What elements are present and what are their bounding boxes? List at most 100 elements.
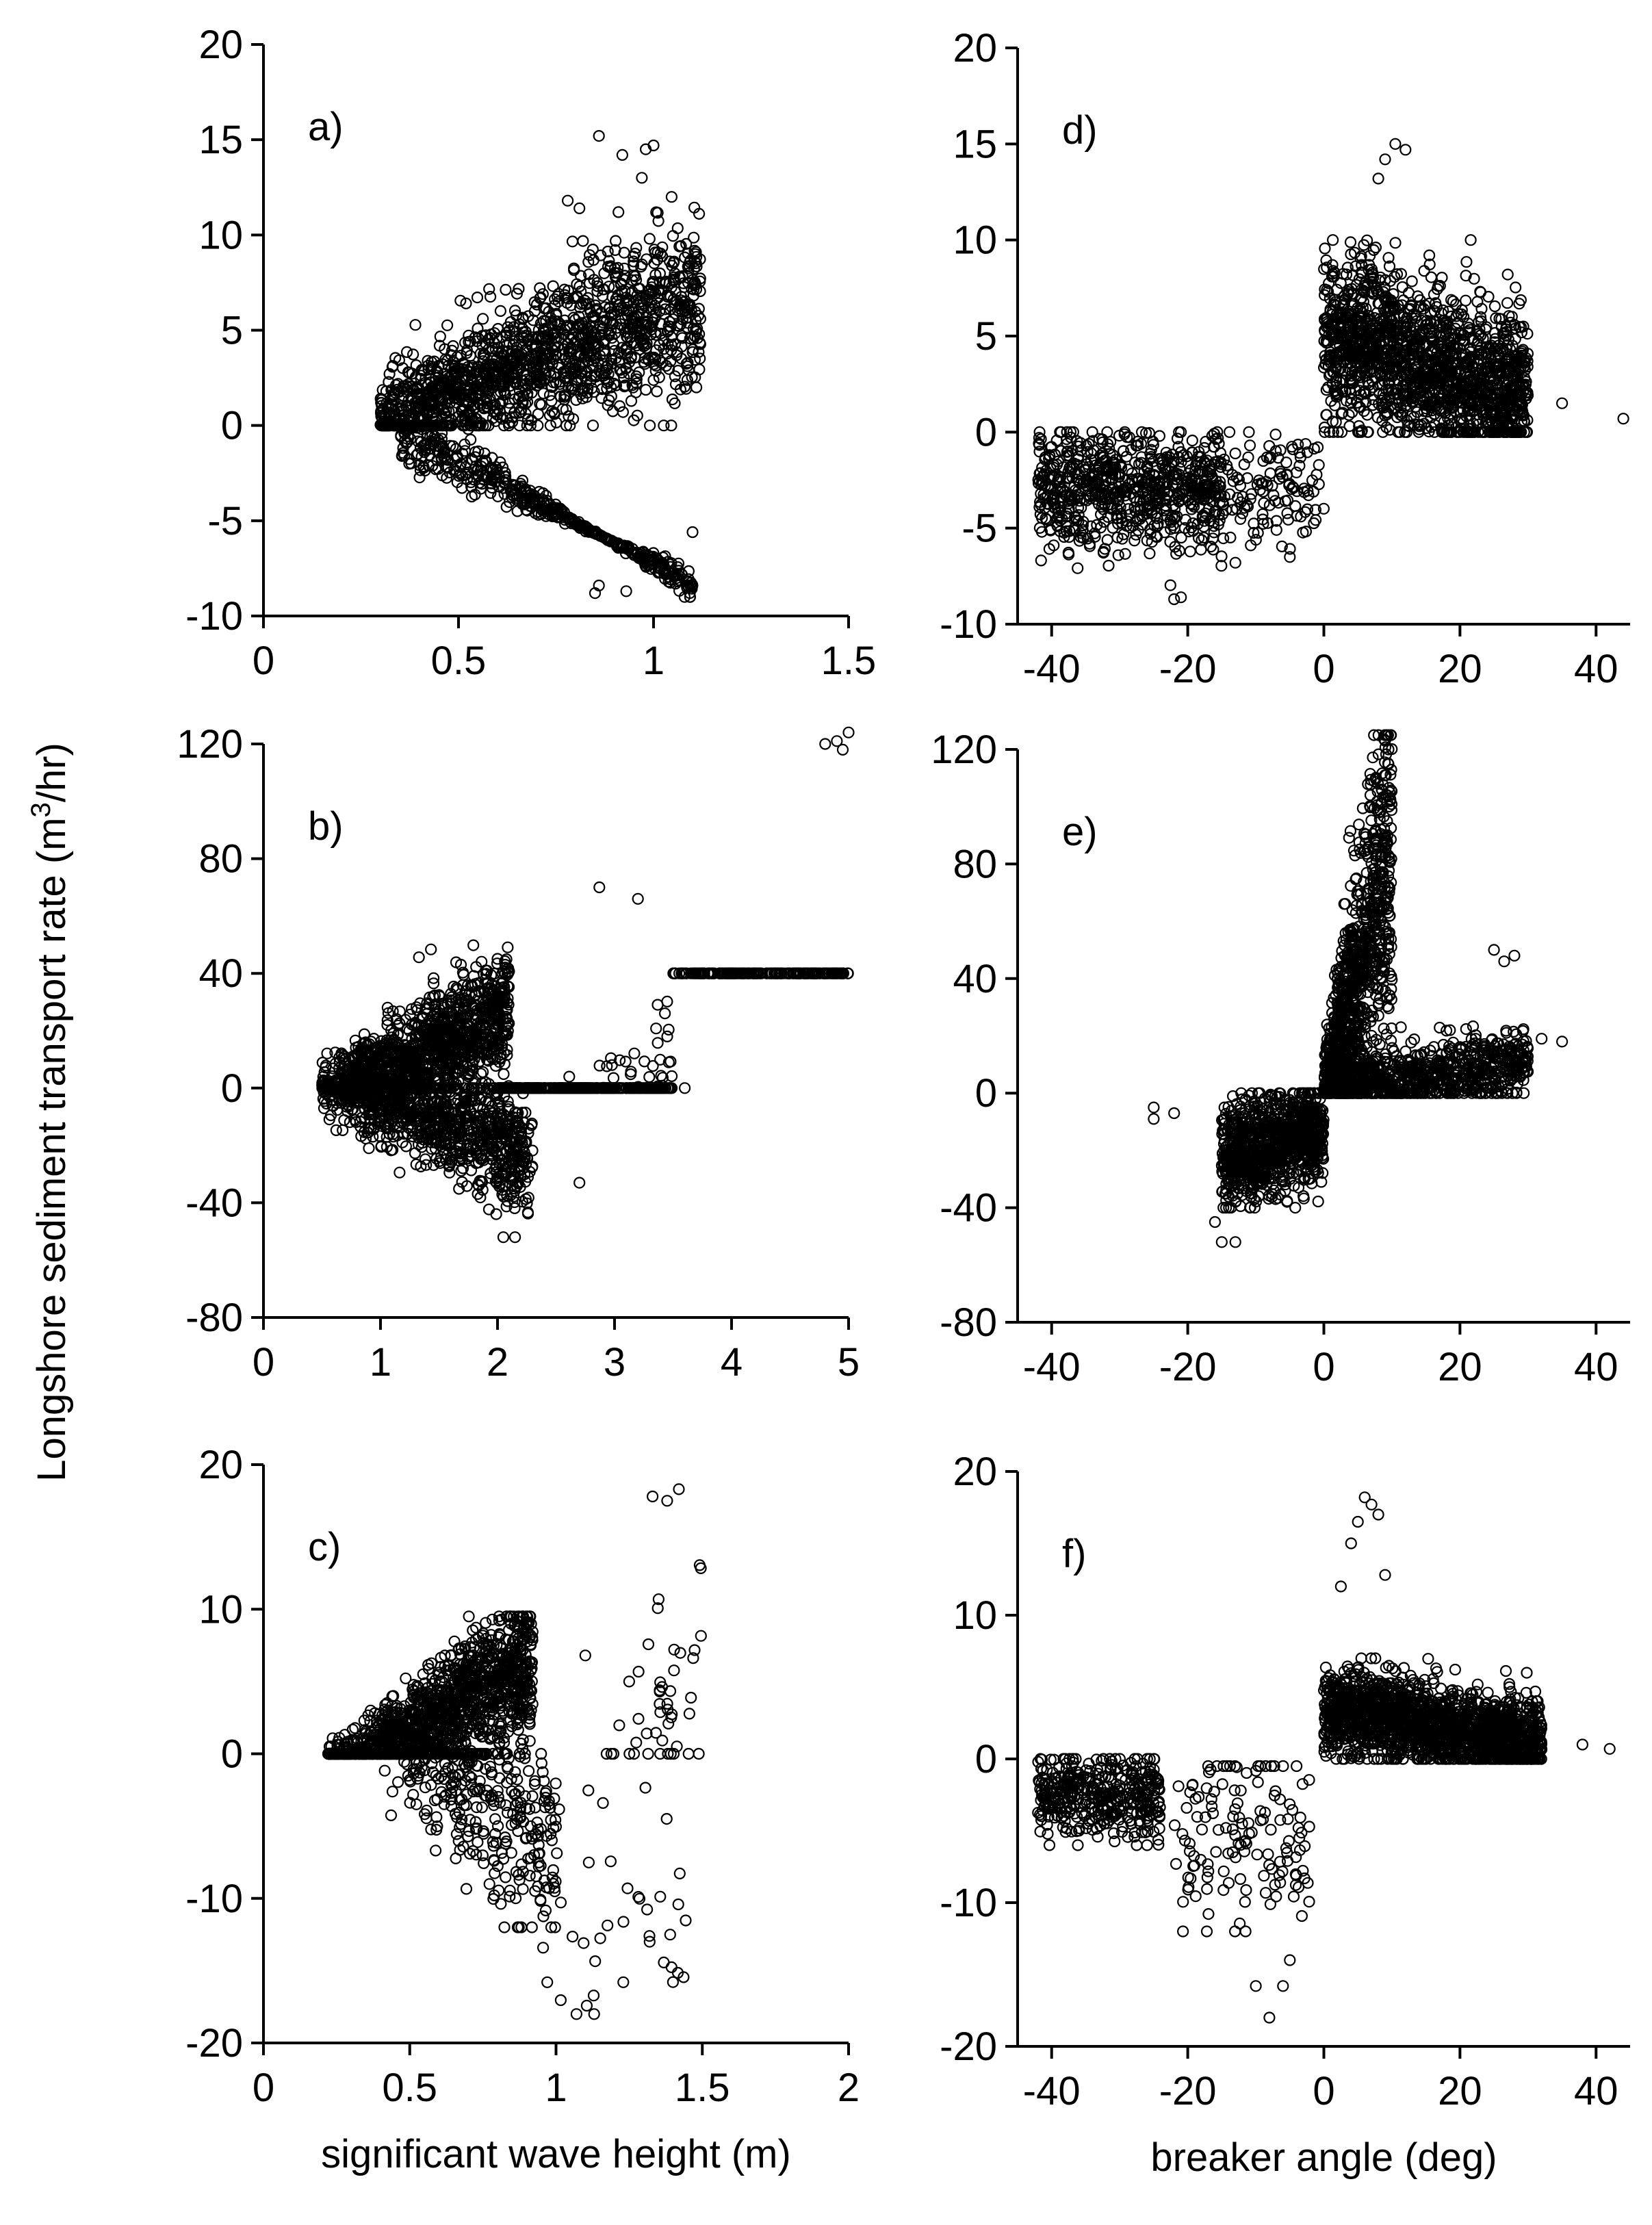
y-tick-label: 0 [221, 1066, 243, 1111]
data-point [441, 319, 454, 331]
data-point [374, 1130, 386, 1142]
data-point [511, 287, 524, 300]
data-point [661, 995, 673, 1008]
data-point [613, 400, 626, 413]
data-point [586, 420, 599, 432]
data-point [498, 1068, 510, 1081]
data-point [628, 1047, 641, 1059]
data-points [374, 130, 707, 603]
data-point [483, 283, 495, 295]
data-point [658, 420, 670, 432]
data-point [651, 1037, 664, 1049]
data-point [547, 280, 559, 292]
panel-b: -80 -40 0 40 80 120 0 1 2 3 4 5 b) [177, 722, 860, 1385]
y-axis-title: Longshore sediment transport rate (m3/hr… [26, 743, 74, 1482]
data-point [471, 292, 484, 304]
data-point [619, 1055, 632, 1068]
panel-label: b) [308, 804, 344, 849]
data-point [524, 420, 537, 432]
data-point [482, 1203, 495, 1216]
data-point [620, 585, 632, 597]
data-point [400, 346, 413, 359]
data-point [338, 1114, 350, 1127]
data-point [567, 413, 580, 425]
data-point [577, 235, 589, 247]
data-point [484, 291, 497, 303]
data-point [573, 202, 586, 214]
data-point [662, 363, 675, 375]
data-point [413, 951, 425, 964]
data-point [658, 1007, 671, 1020]
data-point [413, 471, 426, 484]
y-tick-label: -40 [185, 1181, 243, 1225]
data-point [616, 149, 629, 161]
y-tick-label: -80 [185, 1296, 243, 1340]
y-tick-label: -10 [185, 594, 243, 639]
data-point [636, 172, 648, 184]
x-tick-label: 1 [370, 1340, 391, 1385]
x-tick-label: 0.5 [431, 639, 487, 683]
y-tick-label: 15 [198, 118, 243, 162]
y-tick-label: 120 [177, 722, 243, 767]
y-tick-label: 80 [198, 837, 243, 882]
data-point [688, 231, 700, 244]
x-tick-label: 1 [643, 639, 664, 683]
data-point [607, 1072, 620, 1084]
data-point [545, 395, 558, 407]
data-point [651, 385, 663, 398]
data-point [566, 235, 579, 248]
data-point [467, 939, 480, 951]
data-point [612, 206, 625, 218]
data-point [406, 348, 420, 361]
data-point [643, 1070, 656, 1083]
y-tick-label: 20 [198, 23, 243, 67]
data-point [690, 381, 703, 394]
x-tick-label: 0 [253, 639, 274, 683]
data-point [532, 420, 544, 432]
data-point [561, 194, 574, 207]
x-tick-label: 0 [253, 1340, 274, 1385]
data-point [490, 1208, 502, 1220]
data-point [667, 230, 680, 242]
data-point [465, 490, 478, 503]
data-point [671, 222, 684, 235]
data-points [316, 726, 855, 1244]
y-tick-label: -5 [207, 499, 243, 543]
data-point [537, 387, 550, 400]
data-point [650, 1023, 662, 1035]
data-point [643, 420, 656, 432]
y-tick-label: 0 [221, 404, 243, 448]
data-point [409, 319, 422, 331]
x-tick-label: 2 [487, 1340, 508, 1385]
data-point [393, 1166, 406, 1179]
data-point [494, 305, 507, 317]
x-tick-label: 4 [721, 1340, 743, 1385]
y-tick-label: 10 [198, 213, 243, 257]
x-tick-label: 3 [604, 1340, 625, 1385]
data-point [500, 283, 512, 296]
data-point [593, 130, 605, 142]
data-point [693, 346, 705, 359]
data-point [563, 1070, 576, 1083]
data-point [640, 383, 652, 396]
y-tick-label: 5 [221, 309, 243, 353]
data-point [669, 370, 681, 383]
data-point [656, 357, 669, 369]
panel-label: a) [308, 105, 344, 149]
data-point [476, 313, 489, 325]
data-point [502, 941, 514, 953]
data-point [686, 526, 699, 539]
data-point [508, 305, 521, 317]
data-point [617, 406, 630, 418]
data-point [665, 191, 678, 203]
data-point [363, 1142, 375, 1155]
y-tick-label: 40 [198, 951, 243, 996]
x-tick-label: 5 [838, 1340, 860, 1385]
data-point [682, 357, 694, 369]
data-point [647, 1059, 659, 1072]
data-point [425, 943, 437, 955]
data-point [651, 999, 664, 1011]
